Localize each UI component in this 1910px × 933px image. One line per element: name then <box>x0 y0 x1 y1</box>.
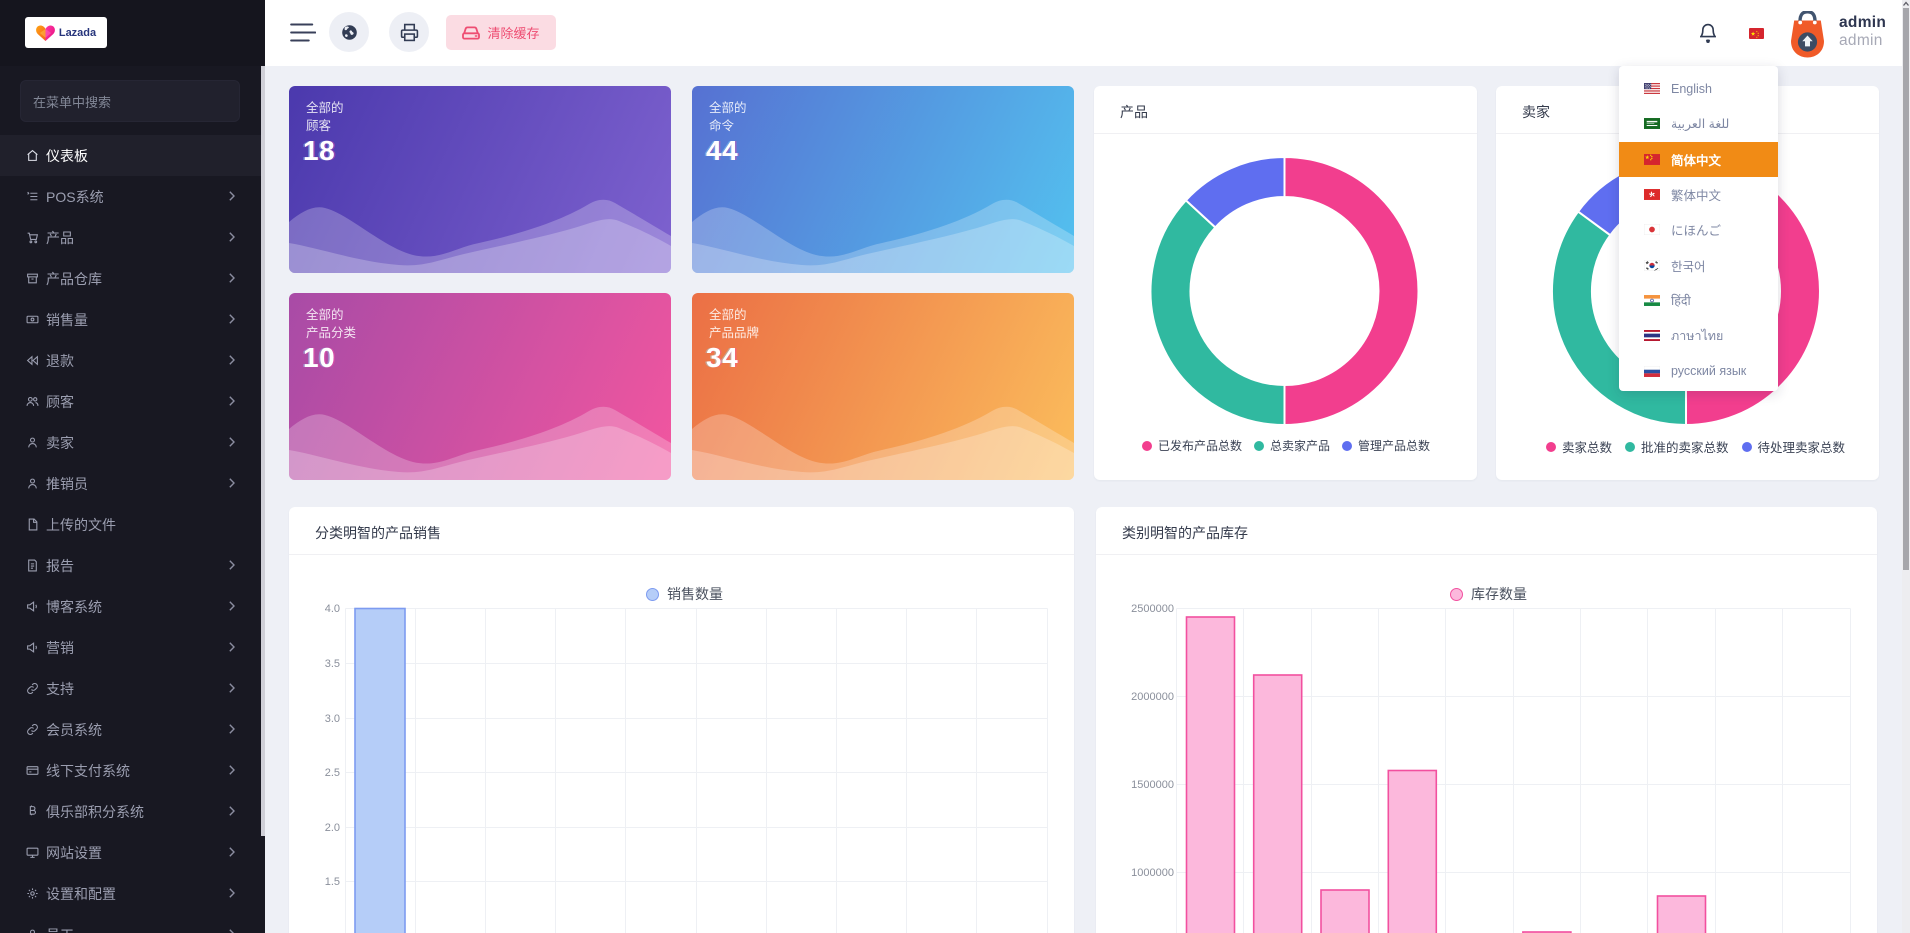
svg-text:1.5: 1.5 <box>325 876 340 888</box>
svg-text:3.0: 3.0 <box>325 713 340 725</box>
svg-text:2.0: 2.0 <box>325 822 340 834</box>
svg-text:2.5: 2.5 <box>325 767 340 779</box>
svg-text:2500000: 2500000 <box>1131 603 1174 615</box>
svg-text:4.0: 4.0 <box>325 603 340 615</box>
svg-text:2000000: 2000000 <box>1131 691 1174 703</box>
svg-text:1000000: 1000000 <box>1131 867 1174 879</box>
svg-text:1500000: 1500000 <box>1131 779 1174 791</box>
svg-text:3.5: 3.5 <box>325 658 340 670</box>
